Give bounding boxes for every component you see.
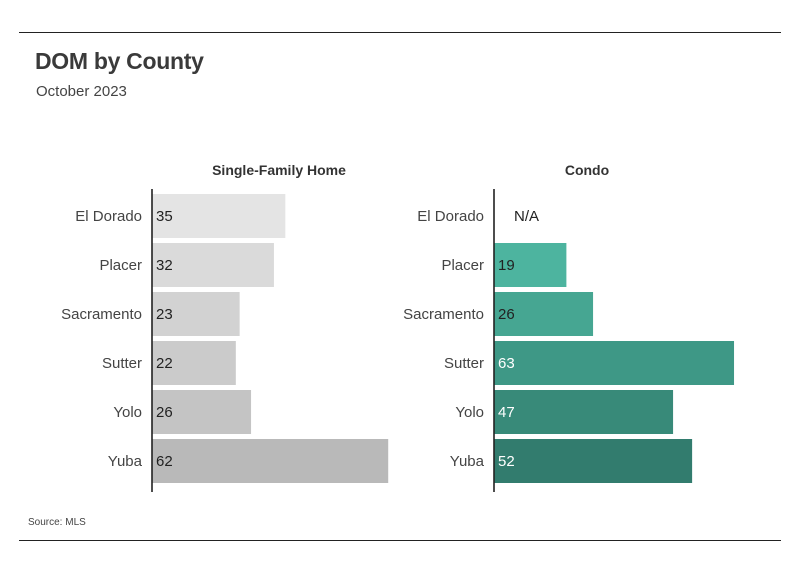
sfh-category-label-sacramento: Sacramento	[61, 306, 142, 323]
condo-value-label-yuba: 52	[498, 453, 515, 470]
chart-subtitle: October 2023	[36, 83, 127, 100]
sfh-value-label-yuba: 62	[156, 453, 173, 470]
condo-category-label-sacramento: Sacramento	[403, 306, 484, 323]
condo-bar-yuba	[494, 439, 693, 483]
condo-category-label-yolo: Yolo	[455, 404, 484, 421]
condo-category-label-yuba: Yuba	[450, 453, 485, 470]
sfh-bar-yolo	[152, 390, 252, 434]
sfh-bar-yuba	[152, 439, 389, 483]
sfh-category-label-placer: Placer	[99, 257, 142, 274]
sfh-panel-title: Single-Family Home	[212, 162, 346, 178]
condo-bar-sacramento	[494, 292, 594, 336]
condo-value-label-placer: 19	[498, 257, 515, 274]
sfh-category-label-yuba: Yuba	[108, 453, 143, 470]
condo-category-label-placer: Placer	[441, 257, 484, 274]
sfh-category-label-sutter: Sutter	[102, 355, 142, 372]
condo-bar-yolo	[494, 390, 674, 434]
sfh-bar-el-dorado	[152, 194, 286, 238]
sfh-bar-placer	[152, 243, 274, 287]
condo-category-label-sutter: Sutter	[444, 355, 484, 372]
sfh-value-label-sacramento: 23	[156, 306, 173, 323]
sfh-bar-sutter	[152, 341, 236, 385]
condo-bar-sutter	[494, 341, 735, 385]
condo-category-label-el-dorado: El Dorado	[417, 208, 484, 225]
sfh-category-label-el-dorado: El Dorado	[75, 208, 142, 225]
chart-title: DOM by County	[35, 48, 204, 74]
sfh-value-label-yolo: 26	[156, 404, 173, 421]
condo-panel-title: Condo	[565, 162, 609, 178]
condo-value-label-el-dorado: N/A	[514, 208, 539, 225]
condo-value-label-sacramento: 26	[498, 306, 515, 323]
bottom-rule	[19, 540, 781, 541]
sfh-value-label-el-dorado: 35	[156, 208, 173, 225]
sfh-bar-sacramento	[152, 292, 240, 336]
condo-bar-placer	[494, 243, 567, 287]
source-note: Source: MLS	[28, 517, 86, 528]
condo-value-label-sutter: 63	[498, 355, 515, 372]
top-rule	[19, 32, 781, 33]
sfh-value-label-sutter: 22	[156, 355, 173, 372]
condo-value-label-yolo: 47	[498, 404, 515, 421]
sfh-category-label-yolo: Yolo	[113, 404, 142, 421]
sfh-value-label-placer: 32	[156, 257, 173, 274]
